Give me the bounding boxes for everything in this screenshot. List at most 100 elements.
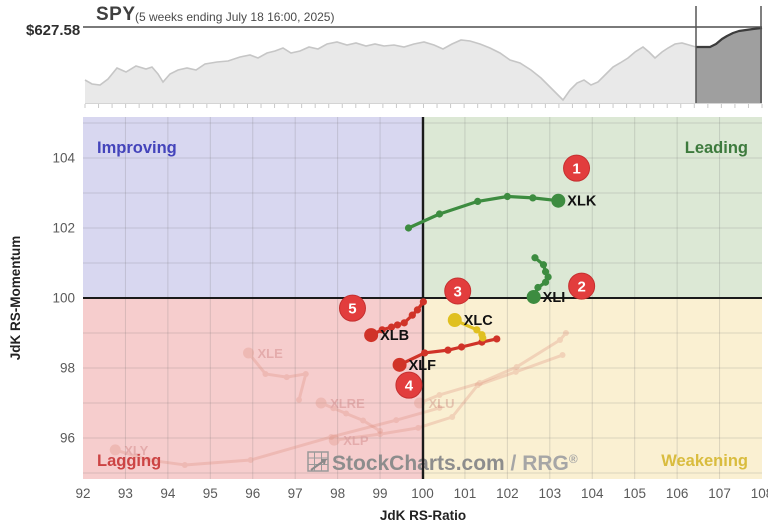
series-XLY: XLY bbox=[109, 404, 443, 468]
XLY-point bbox=[328, 433, 335, 440]
y-tick-label: 104 bbox=[52, 151, 75, 166]
y-axis-title: JdK RS-Momentum bbox=[8, 236, 23, 361]
badge-number: 2 bbox=[577, 279, 585, 296]
XLI-label[interactable]: XLI bbox=[543, 290, 566, 306]
XLU-point bbox=[556, 337, 563, 343]
XLK-tail bbox=[406, 194, 560, 230]
XLF-label[interactable]: XLF bbox=[409, 358, 437, 374]
badge-5: 5 bbox=[338, 294, 366, 322]
XLF-point bbox=[444, 346, 452, 354]
badge-number: 3 bbox=[454, 284, 462, 301]
spy-symbol[interactable]: SPY bbox=[96, 4, 136, 25]
XLY-label[interactable]: XLY bbox=[124, 443, 148, 458]
spy-last-price: $627.58 bbox=[26, 22, 81, 39]
XLP-point bbox=[377, 431, 384, 438]
x-axis-title: JdK RS-Ratio bbox=[380, 508, 466, 523]
XLRE-point bbox=[360, 417, 367, 424]
XLI-point bbox=[534, 283, 542, 292]
badge-3: 3 bbox=[444, 277, 472, 305]
XLRE-label[interactable]: XLRE bbox=[330, 396, 365, 411]
series-XLB: XLB bbox=[364, 298, 427, 344]
XLP-point bbox=[449, 414, 456, 420]
series-XLF: XLF bbox=[392, 335, 501, 374]
x-tick-label: 94 bbox=[160, 486, 176, 501]
XLE-label[interactable]: XLE bbox=[258, 346, 284, 361]
XLK-label[interactable]: XLK bbox=[567, 194, 597, 210]
rrg-axes: 92 93 94 95 96 97 98 99 100 101 102 103 104 105 106 107… bbox=[8, 151, 768, 524]
x-tick-label: 100 bbox=[411, 486, 434, 501]
XLRE-tail bbox=[319, 401, 382, 433]
XLF-point bbox=[493, 335, 501, 343]
x-tick-label: 96 bbox=[245, 486, 260, 501]
XLE-tail bbox=[247, 351, 308, 402]
spy-subtitle: (5 weeks ending July 18 16:00, 2025) bbox=[135, 10, 335, 24]
XLK-point bbox=[435, 210, 444, 218]
x-tick-label: 101 bbox=[454, 486, 477, 501]
XLU-point bbox=[436, 391, 443, 398]
stockcharts-watermark: StockCharts.com / RRG® bbox=[307, 451, 578, 475]
XLB-point bbox=[419, 298, 427, 306]
XLRE-head[interactable] bbox=[315, 397, 327, 409]
XLU-label[interactable]: XLU bbox=[429, 396, 455, 411]
XLI-point bbox=[539, 261, 548, 269]
XLY-point bbox=[181, 461, 188, 468]
spy-header: $627.58 SPY (5 weeks ending July 18 16:0… bbox=[0, 0, 768, 39]
quadrant-label-weakening: Weakening bbox=[661, 452, 748, 470]
badge-number: 5 bbox=[348, 301, 356, 318]
x-tick-label: 102 bbox=[496, 486, 519, 501]
series-XLK: XLK bbox=[404, 192, 597, 232]
XLP-point bbox=[559, 352, 566, 359]
quadrant-label-lagging: Lagging bbox=[97, 452, 161, 470]
series-XLP: XLP bbox=[328, 352, 566, 448]
series-XLU: XLU bbox=[414, 330, 569, 411]
XLU-tail bbox=[418, 331, 568, 405]
XLB-head[interactable] bbox=[364, 328, 379, 343]
XLK-point bbox=[404, 224, 413, 232]
XLP-point bbox=[512, 368, 519, 375]
quadrant-improving bbox=[83, 117, 423, 298]
XLC-label[interactable]: XLC bbox=[464, 313, 494, 329]
quadrant-leading bbox=[423, 117, 762, 298]
y-tick-label: 96 bbox=[60, 431, 75, 446]
XLB-point bbox=[387, 323, 396, 331]
XLK-head[interactable] bbox=[551, 193, 566, 208]
x-tick-label: 106 bbox=[666, 486, 689, 501]
XLC-head[interactable] bbox=[447, 313, 462, 328]
XLRE-point bbox=[330, 405, 337, 412]
series-XLC: XLC bbox=[447, 313, 494, 342]
XLF-point bbox=[457, 343, 466, 351]
spy-highlight-line bbox=[696, 26, 763, 49]
XLY-point bbox=[436, 404, 443, 411]
x-tick-label: 97 bbox=[288, 486, 303, 501]
XLC-point bbox=[473, 326, 481, 334]
XLRE-point bbox=[377, 428, 384, 434]
spy-highlight-area bbox=[696, 28, 762, 103]
x-tick-label: 107 bbox=[708, 486, 731, 501]
XLE-head[interactable] bbox=[243, 347, 255, 359]
XLB-point bbox=[378, 326, 386, 334]
badge-2: 2 bbox=[568, 272, 596, 300]
XLI-head[interactable] bbox=[526, 289, 541, 304]
XLC-point bbox=[478, 331, 486, 339]
XLB-label[interactable]: XLB bbox=[380, 328, 409, 344]
XLP-head[interactable] bbox=[328, 434, 340, 446]
x-tick-label: 105 bbox=[623, 486, 646, 501]
XLF-head[interactable] bbox=[392, 357, 407, 372]
x-tick-label: 92 bbox=[75, 486, 90, 501]
x-tick-label: 108 bbox=[751, 486, 768, 501]
XLB-point bbox=[413, 306, 422, 314]
x-tick-label: 104 bbox=[581, 486, 604, 501]
XLB-point bbox=[408, 311, 416, 319]
quadrant-label-improving: Improving bbox=[97, 139, 177, 157]
x-tick-label: 98 bbox=[330, 486, 345, 501]
badge-number: 1 bbox=[572, 161, 580, 178]
spy-area bbox=[85, 28, 762, 103]
XLY-head[interactable] bbox=[109, 444, 121, 456]
XLP-label[interactable]: XLP bbox=[343, 433, 369, 448]
x-tick-label: 93 bbox=[118, 486, 133, 501]
badge-4: 4 bbox=[395, 371, 423, 399]
series-XLI: XLI bbox=[526, 254, 566, 306]
XLU-point bbox=[513, 363, 520, 370]
XLE-point bbox=[302, 370, 309, 377]
